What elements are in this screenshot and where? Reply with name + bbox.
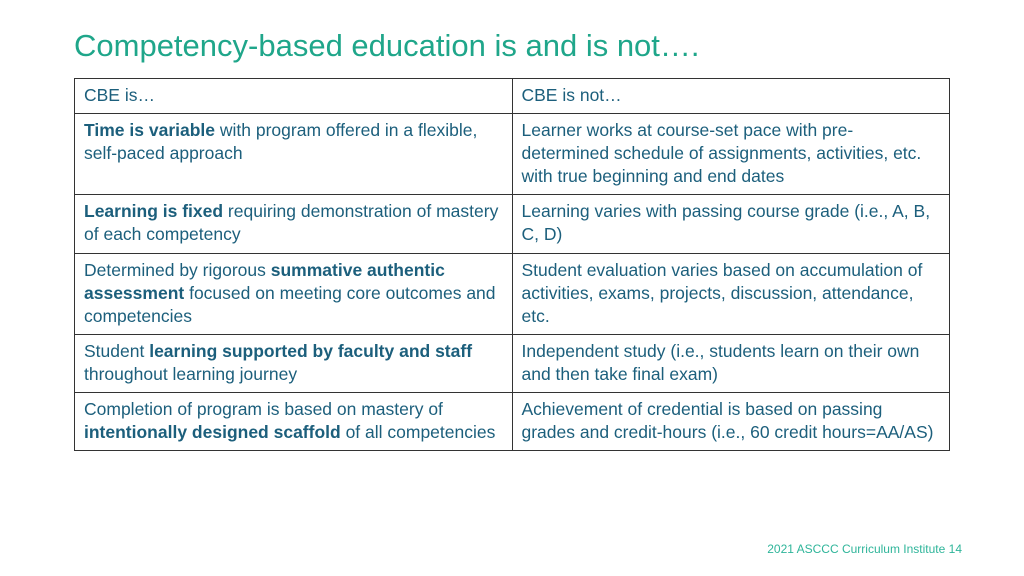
col-header-isnot: CBE is not…: [512, 79, 950, 114]
cell-text-bold: intentionally designed scaffold: [84, 422, 341, 442]
table-row: Determined by rigorous summative authent…: [75, 253, 950, 334]
cell-text-pre: Completion of program is based on master…: [84, 399, 443, 419]
table-row: Learning is fixed requiring demonstratio…: [75, 195, 950, 253]
cell-text-bold: Learning is fixed: [84, 201, 223, 221]
cell-isnot: Learner works at course-set pace with pr…: [512, 114, 950, 195]
cell-is: Time is variable with program offered in…: [75, 114, 513, 195]
cell-text-pre: Student: [84, 341, 149, 361]
cell-text-bold: learning supported by faculty and staff: [149, 341, 472, 361]
comparison-table: CBE is… CBE is not… Time is variable wit…: [74, 78, 950, 451]
slide-title: Competency-based education is and is not…: [74, 28, 950, 64]
cell-text-post: of all competencies: [341, 422, 496, 442]
cell-is: Completion of program is based on master…: [75, 393, 513, 451]
cell-is: Determined by rigorous summative authent…: [75, 253, 513, 334]
table-row: Completion of program is based on master…: [75, 393, 950, 451]
cell-text-bold: Time is variable: [84, 120, 215, 140]
cell-isnot: Achievement of credential is based on pa…: [512, 393, 950, 451]
table-row: Time is variable with program offered in…: [75, 114, 950, 195]
table-header-row: CBE is… CBE is not…: [75, 79, 950, 114]
cell-text-post: throughout learning journey: [84, 364, 297, 384]
cell-is: Learning is fixed requiring demonstratio…: [75, 195, 513, 253]
cell-isnot: Independent study (i.e., students learn …: [512, 334, 950, 392]
cell-isnot: Student evaluation varies based on accum…: [512, 253, 950, 334]
col-header-is: CBE is…: [75, 79, 513, 114]
cell-isnot: Learning varies with passing course grad…: [512, 195, 950, 253]
slide-footer: 2021 ASCCC Curriculum Institute 14: [767, 542, 962, 556]
table-row: Student learning supported by faculty an…: [75, 334, 950, 392]
cell-is: Student learning supported by faculty an…: [75, 334, 513, 392]
cell-text-pre: Determined by rigorous: [84, 260, 271, 280]
slide: Competency-based education is and is not…: [0, 0, 1024, 576]
